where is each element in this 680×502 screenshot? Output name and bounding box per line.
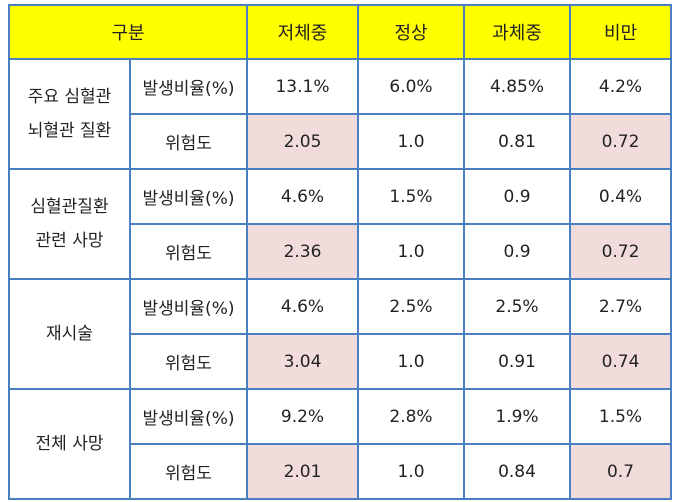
group-label: 재시술 xyxy=(8,278,131,390)
cell: 4.6% xyxy=(246,168,359,225)
cell: 13.1% xyxy=(246,58,359,115)
cell: 1.9% xyxy=(463,388,571,445)
header-overweight: 과체중 xyxy=(463,4,571,60)
highlight-cell: 0.72 xyxy=(569,113,672,170)
group-label: 전체 사망 xyxy=(8,388,131,500)
row-label: 발생비율(%) xyxy=(129,168,248,225)
group-label: 주요 심혈관 뇌혈관 질환 xyxy=(8,58,131,170)
highlight-cell: 0.72 xyxy=(569,223,672,280)
cell: 1.5% xyxy=(357,168,465,225)
header-normal: 정상 xyxy=(357,4,465,60)
cell: 2.5% xyxy=(357,278,465,335)
table-row: 심혈관질환 관련 사망 발생비율(%) 4.6% 1.5% 0.9 0.4% xyxy=(8,168,672,280)
highlight-cell: 3.04 xyxy=(246,333,359,390)
row-label: 위험도 xyxy=(129,333,248,390)
header-underweight: 저체중 xyxy=(246,4,359,60)
highlight-cell: 0.74 xyxy=(569,333,672,390)
highlight-cell: 0.7 xyxy=(569,443,672,500)
cell: 0.91 xyxy=(463,333,571,390)
header-category: 구분 xyxy=(8,4,248,60)
group-label-line: 재시술 xyxy=(46,324,93,344)
cell: 0.9 xyxy=(463,223,571,280)
cell: 4.6% xyxy=(246,278,359,335)
table-row: 위험도 2.05 1.0 0.81 0.72 xyxy=(9,113,672,170)
cell: 1.0 xyxy=(357,113,465,170)
row-label: 위험도 xyxy=(129,223,248,280)
cell: 1.5% xyxy=(569,388,672,445)
cell: 0.81 xyxy=(463,113,571,170)
group-label-line: 관련 사망 xyxy=(35,231,104,251)
risk-table: 구분 저체중 정상 과체중 비만 주요 심혈관 뇌혈관 질환 발생비율(%) 1… xyxy=(8,4,672,500)
table-row: 위험도 2.36 1.0 0.9 0.72 xyxy=(9,223,672,280)
group-label-line: 주요 심혈관 xyxy=(27,87,112,107)
cell: 2.7% xyxy=(569,278,672,335)
header-obese: 비만 xyxy=(569,4,672,60)
row-label: 발생비율(%) xyxy=(129,58,248,115)
table-container: 구분 저체중 정상 과체중 비만 주요 심혈관 뇌혈관 질환 발생비율(%) 1… xyxy=(8,4,672,500)
cell: 6.0% xyxy=(357,58,465,115)
header-row: 구분 저체중 정상 과체중 비만 xyxy=(8,4,672,60)
group-label-line: 심혈관질환 xyxy=(30,197,109,217)
cell: 2.5% xyxy=(463,278,571,335)
row-label: 위험도 xyxy=(129,443,248,500)
group-label: 심혈관질환 관련 사망 xyxy=(8,168,131,280)
cell: 0.4% xyxy=(569,168,672,225)
table-row: 재시술 발생비율(%) 4.6% 2.5% 2.5% 2.7% xyxy=(8,278,672,390)
group-label-line: 뇌혈관 질환 xyxy=(27,121,112,141)
table-row: 위험도 3.04 1.0 0.91 0.74 xyxy=(9,333,672,390)
row-label: 위험도 xyxy=(129,113,248,170)
cell: 1.0 xyxy=(357,443,465,500)
highlight-cell: 2.36 xyxy=(246,223,359,280)
table-row: 전체 사망 발생비율(%) 9.2% 2.8% 1.9% 1.5% xyxy=(8,388,672,500)
highlight-cell: 2.01 xyxy=(246,443,359,500)
cell: 1.0 xyxy=(357,333,465,390)
cell: 9.2% xyxy=(246,388,359,445)
cell: 4.85% xyxy=(463,58,571,115)
group-label-line: 전체 사망 xyxy=(35,434,104,454)
cell: 2.8% xyxy=(357,388,465,445)
table-row: 위험도 2.01 1.0 0.84 0.7 xyxy=(9,443,672,500)
cell: 1.0 xyxy=(357,223,465,280)
highlight-cell: 2.05 xyxy=(246,113,359,170)
cell: 0.9 xyxy=(463,168,571,225)
row-label: 발생비율(%) xyxy=(129,388,248,445)
cell: 4.2% xyxy=(569,58,672,115)
row-label: 발생비율(%) xyxy=(129,278,248,335)
cell: 0.84 xyxy=(463,443,571,500)
table-row: 주요 심혈관 뇌혈관 질환 발생비율(%) 13.1% 6.0% 4.85% 4… xyxy=(8,58,672,170)
